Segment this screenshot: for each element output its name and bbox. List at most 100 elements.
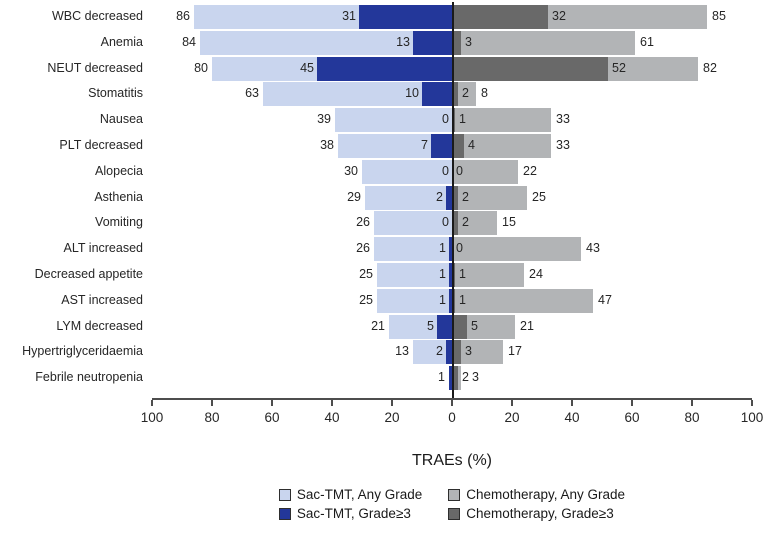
value-label-chemo-any: 17 [508,344,522,359]
legend-swatch-chemotherapy-grade3-icon [448,507,461,520]
chart-row: Stomatitis 63 10 2 8 [0,81,771,107]
bar-sac-tmt-any-grade [200,30,452,55]
value-label-chemo-grade3: 32 [552,9,566,23]
bar-sac-tmt-any-grade [377,288,452,313]
value-label-chemo-any: 8 [481,86,488,101]
value-label-sac-any: 25 [359,292,373,307]
bar-chemotherapy-any-grade [452,159,518,184]
value-label-sac-grade3: 45 [300,60,314,75]
category-label: Stomatitis [88,86,143,101]
bar-chemotherapy-any-grade [452,108,551,133]
bar-chemotherapy-grade3 [452,133,464,158]
category-label: Alopecia [95,163,143,178]
x-axis-tick [631,400,633,406]
value-label-chemo-grade3: 0 [456,163,463,178]
legend-item-chemotherapy-grade3: Chemotherapy, Grade≥3 [448,506,625,521]
bar-chemotherapy-any-grade [452,185,527,210]
bar-sac-tmt-any-grade [335,108,452,133]
category-label: Hypertriglyceridaemia [22,344,143,359]
x-axis-tick-label: 60 [624,410,640,425]
legend-swatch-chemotherapy-any-grade-icon [448,488,461,501]
chart-row: Decreased appetite 25 1 1 24 [0,262,771,288]
value-label-chemo-any: 25 [532,189,546,204]
bar-sac-tmt-grade3 [437,314,452,339]
legend-label: Sac-TMT, Grade≥3 [296,506,411,521]
value-label-sac-grade3: 1 [439,266,446,281]
x-axis-line [152,398,752,400]
category-label: NEUT decreased [47,60,143,75]
value-label-sac-grade3: 1 [439,292,446,307]
bar-chemotherapy-grade3 [452,56,608,81]
x-axis-tick [751,400,753,406]
bar-chemotherapy-grade3 [452,314,467,339]
x-axis-tick [151,400,153,406]
x-axis-tick-label: 100 [140,410,164,425]
value-label-chemo-any: 82 [703,60,717,75]
value-label-sac-grade3: 7 [421,137,428,152]
value-label-chemo-grade3: 52 [612,60,626,75]
value-label-chemo-any: 33 [556,112,570,127]
value-label-chemo-grade3: 1 [459,292,466,307]
category-label: Asthenia [94,189,143,204]
x-axis-tick-label: 20 [504,410,520,425]
legend-item-sac-tmt-any-grade: Sac-TMT, Any Grade [278,487,422,502]
chart-row: PLT decreased 38 7 4 33 [0,133,771,159]
value-label-sac-any: 86 [176,9,190,23]
legend-grid: Sac-TMT, Any Grade Chemotherapy, Any Gra… [278,487,625,521]
x-axis-tick [391,400,393,406]
chart-row: Alopecia 30 0 0 22 [0,159,771,185]
chart-row: WBC decreased 86 31 32 85 [0,4,771,30]
chart-row: Nausea 39 0 1 33 [0,107,771,133]
bar-track: 84 13 3 61 [152,30,752,56]
legend-swatch-sac-tmt-grade3-icon [278,507,291,520]
value-label-chemo-any: 61 [640,34,654,49]
value-label-chemo-grade3: 2 [462,370,469,385]
x-axis-tick [691,400,693,406]
bar-sac-tmt-grade3 [449,262,452,287]
value-label-sac-any: 30 [344,163,358,178]
bar-chemotherapy-grade3 [452,340,461,365]
legend-item-sac-tmt-grade3: Sac-TMT, Grade≥3 [278,506,422,521]
chart-row: Asthenia 29 2 2 25 [0,185,771,211]
value-label-sac-grade3: 2 [436,344,443,359]
bar-sac-tmt-any-grade [413,340,452,365]
value-label-chemo-grade3: 4 [468,137,475,152]
bar-chemotherapy-any-grade [452,262,524,287]
bar-track: 80 45 52 82 [152,56,752,82]
bar-chemotherapy-grade3 [452,211,458,236]
bar-sac-tmt-grade3 [449,366,452,391]
value-label-sac-grade3: 10 [405,86,419,101]
value-label-chemo-grade3: 2 [462,189,469,204]
category-label: Vomiting [95,215,143,230]
bar-chemotherapy-grade3 [452,288,455,313]
bar-sac-tmt-grade3 [413,30,452,55]
x-axis-tick [511,400,513,406]
bar-chemotherapy-any-grade [452,211,497,236]
value-label-sac-any: 13 [395,344,409,359]
bar-sac-tmt-any-grade [263,82,452,107]
value-label-sac-grade3: 1 [439,241,446,256]
legend-item-chemotherapy-any-grade: Chemotherapy, Any Grade [448,487,625,502]
bar-sac-tmt-grade3 [449,288,452,313]
category-label: PLT decreased [59,137,143,152]
x-axis-tick [211,400,213,406]
category-label: LYM decreased [56,318,143,333]
value-label-chemo-any: 43 [586,241,600,256]
chart-rows: WBC decreased 86 31 32 85 Anemia 84 13 3 61 NEUT d… [0,4,771,391]
bar-chemotherapy-grade3 [452,108,455,133]
value-label-chemo-any: 15 [502,215,516,230]
bar-chemotherapy-grade3 [452,366,458,391]
chart-row: Vomiting 26 0 2 15 [0,210,771,236]
value-label-sac-any: 25 [359,266,373,281]
chart-row: AST increased 25 1 1 47 [0,288,771,314]
x-axis-tick-label: 60 [264,410,280,425]
value-label-sac-any: 26 [356,241,370,256]
bar-sac-tmt-grade3 [431,133,452,158]
value-label-sac-grade3: 31 [342,9,356,23]
bar-chemotherapy-any-grade [452,133,551,158]
value-label-chemo-grade3: 2 [462,215,469,230]
category-label: AST increased [61,292,143,307]
x-axis-tick [331,400,333,406]
x-axis-tick-label: 0 [448,410,456,425]
